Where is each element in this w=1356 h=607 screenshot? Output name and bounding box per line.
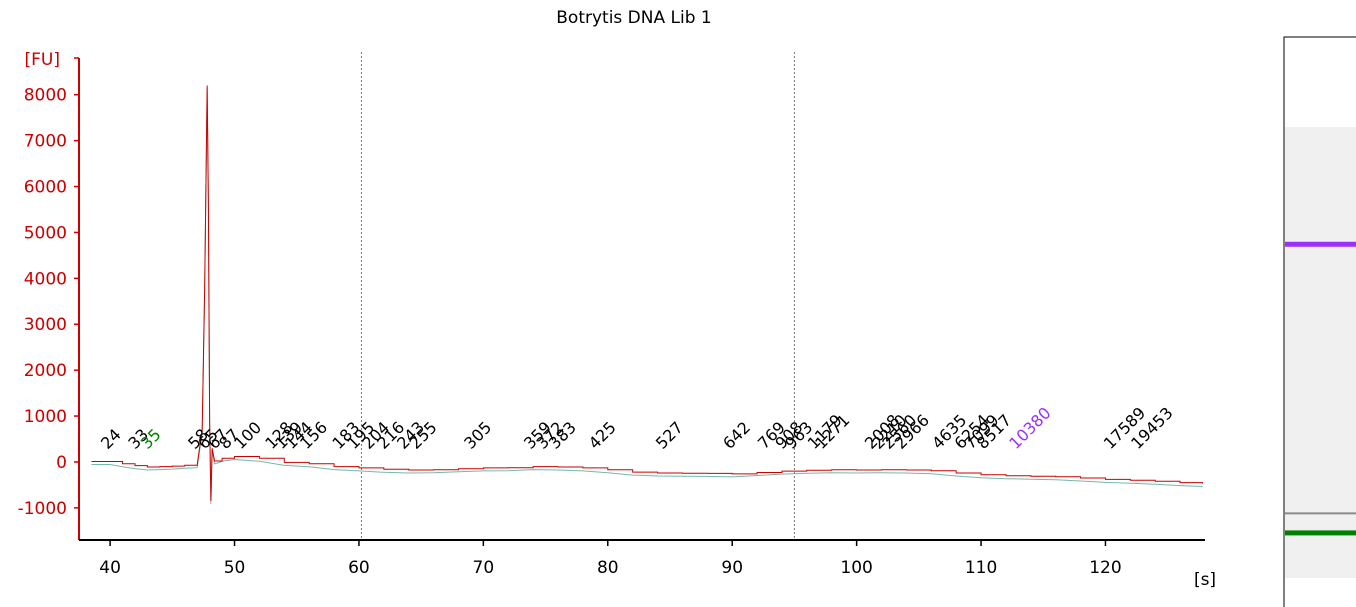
fluorescence-trace xyxy=(91,85,1204,502)
y-tick-label: 5000 xyxy=(24,223,67,243)
peak-label: 24 xyxy=(97,425,125,453)
x-tick-label: 110 xyxy=(965,558,997,578)
gel-band xyxy=(1285,512,1356,515)
peak-label: 642 xyxy=(719,418,754,453)
x-tick-label: 80 xyxy=(597,558,619,578)
gel-lane xyxy=(1283,36,1356,607)
x-tick-label: 50 xyxy=(224,558,246,578)
peak-label: 305 xyxy=(460,418,495,453)
y-tick-label: 6000 xyxy=(24,178,67,198)
y-tick-label: 3000 xyxy=(24,315,67,335)
x-tick-label: 40 xyxy=(99,558,121,578)
x-tick-label: 90 xyxy=(721,558,743,578)
chart-title: Botrytis DNA Lib 1 xyxy=(556,8,711,28)
gel-band xyxy=(1285,241,1356,247)
y-axis-label: [FU] xyxy=(25,50,61,70)
x-tick-label: 100 xyxy=(840,558,872,578)
x-tick-label: 120 xyxy=(1089,558,1121,578)
y-tick-label: 7000 xyxy=(24,132,67,152)
y-tick-label: 1000 xyxy=(24,407,67,427)
x-tick-label: 70 xyxy=(473,558,495,578)
peak-label: 100 xyxy=(230,418,265,453)
x-axis-label: [s] xyxy=(1194,570,1216,590)
plot-area: 8000 7000 6000 5000 4000 3000 2000 1000 0 -1000 40… xyxy=(18,52,1205,578)
gel-lane-background xyxy=(1285,127,1356,578)
peak-label: 10380 xyxy=(1005,403,1054,452)
gel-band xyxy=(1285,530,1356,536)
x-tick-label: 60 xyxy=(348,558,370,578)
y-tick-label: 8000 xyxy=(24,86,67,106)
y-tick-label: 4000 xyxy=(24,269,67,289)
peak-label: 527 xyxy=(652,418,687,453)
y-tick-label: 2000 xyxy=(24,361,67,381)
peak-label: 425 xyxy=(585,418,620,453)
y-tick-label: 0 xyxy=(56,453,67,473)
y-tick-label: -1000 xyxy=(18,499,67,519)
baseline-trace xyxy=(91,88,1203,505)
peak-label: 1271 xyxy=(811,411,853,453)
